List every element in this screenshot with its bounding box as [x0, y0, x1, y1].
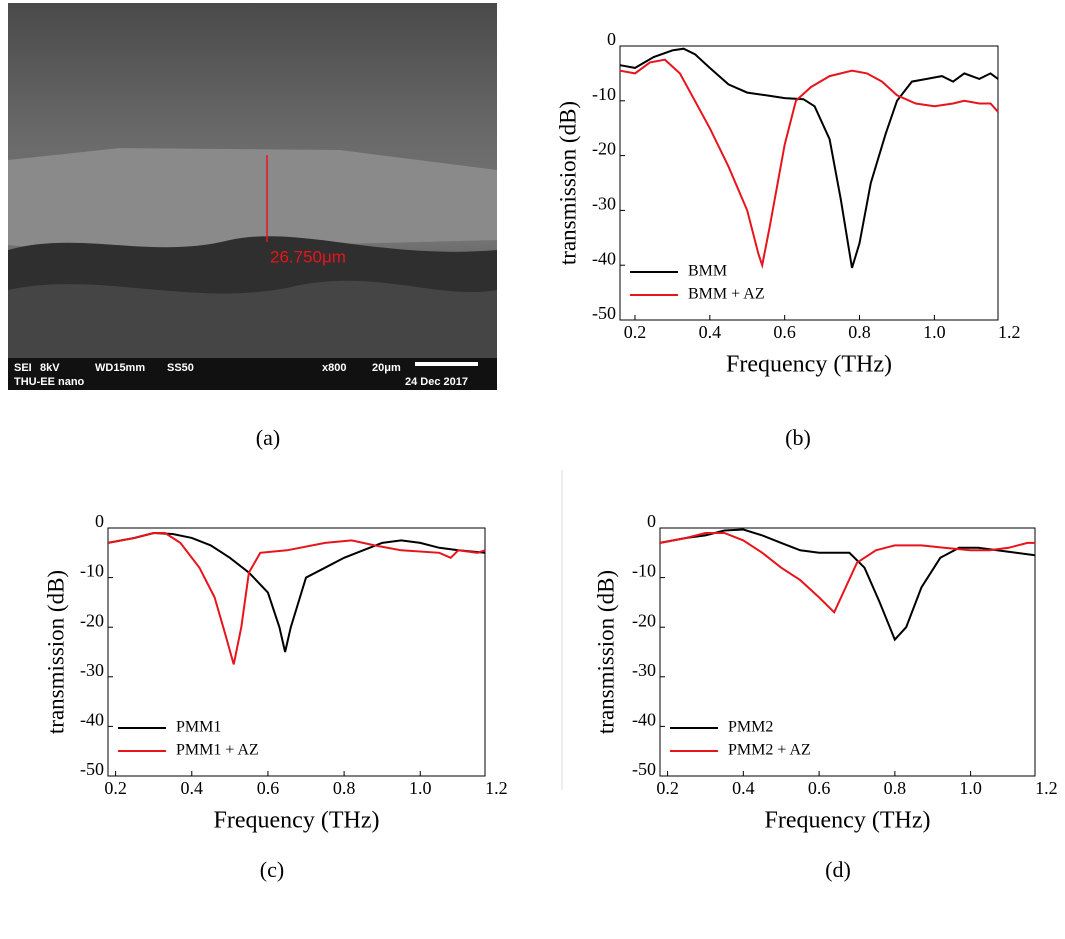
y-tick-label: -10 [80, 561, 104, 581]
y-tick-label: -20 [80, 610, 104, 630]
legend-label: PMM1 + AZ [176, 742, 259, 759]
plot-frame [619, 45, 999, 321]
line-series [107, 531, 486, 653]
sem-info: SS50 [167, 362, 194, 374]
sem-info: x800 [322, 362, 346, 374]
y-tick-label: -20 [592, 139, 616, 159]
x-tick-label: 0.2 [624, 322, 647, 342]
x-tick-label: 0.8 [884, 778, 907, 798]
x-axis-label: Frequency (THz) [726, 352, 892, 378]
y-tick-label: -30 [80, 660, 104, 680]
y-tick-label: -50 [592, 303, 616, 323]
y-tick-label: -40 [592, 248, 616, 268]
measure-label: 26.750μm [270, 247, 346, 266]
y-axis-label: transmission (dB) [593, 570, 618, 734]
x-tick-label: 1.0 [959, 778, 982, 798]
y-tick-label: -30 [632, 660, 656, 680]
x-axis-label: Frequency (THz) [765, 808, 931, 834]
y-tick-label: 0 [647, 511, 656, 531]
panel-caption: (c) [260, 857, 284, 882]
y-tick-label: -30 [592, 194, 616, 214]
y-tick-label: -20 [632, 610, 656, 630]
legend-label: PMM2 [728, 719, 773, 736]
line-series [107, 532, 486, 665]
y-tick-label: -10 [592, 84, 616, 104]
panel-caption: (d) [825, 857, 851, 882]
line-series [619, 58, 999, 270]
legend-label: BMM + AZ [688, 286, 765, 303]
y-tick-label: -10 [632, 561, 656, 581]
sem-info: SEI [14, 362, 32, 374]
y-tick-label: -50 [632, 759, 656, 779]
x-tick-label: 1.0 [409, 778, 432, 798]
sem-texture [8, 280, 497, 360]
y-tick-label: 0 [607, 29, 616, 49]
line-series [659, 532, 1035, 615]
x-axis-label: Frequency (THz) [214, 808, 380, 834]
panel-caption: (b) [785, 425, 811, 450]
x-tick-label: 0.2 [104, 778, 127, 798]
y-tick-label: -40 [80, 710, 104, 730]
plot-frame [107, 527, 486, 777]
sem-info: 24 Dec 2017 [405, 376, 468, 388]
chart: 0.2 0.4 0.6 0.8 1.0 1.2 0 -10 -20 -30 -40 -50 Freque… [43, 511, 507, 882]
chart: 0.2 0.4 0.6 0.8 1.0 1.2 0 -10 -20 -30 -40 -50 Freque… [555, 29, 1020, 450]
x-tick-label: 0.6 [257, 778, 280, 798]
line-series [619, 47, 999, 269]
plot-frame [659, 527, 1036, 777]
x-tick-label: 0.2 [656, 778, 679, 798]
sem-info: 8kV [40, 362, 60, 374]
x-tick-label: 0.4 [181, 778, 204, 798]
y-tick-label: -40 [632, 710, 656, 730]
sem-info: WD15mm [95, 362, 145, 374]
sem-info: THU-EE nano [14, 376, 85, 388]
legend-label: PMM1 [176, 719, 221, 736]
sem-image: 26.750μm SEI 8kV WD15mm SS50 x800 20μm T… [8, 3, 497, 390]
x-tick-label: 0.6 [808, 778, 831, 798]
y-axis-label: transmission (dB) [43, 570, 68, 734]
x-tick-label: 0.6 [773, 322, 796, 342]
x-tick-label: 0.8 [333, 778, 356, 798]
x-tick-label: 0.4 [699, 322, 722, 342]
sem-info: 20μm [372, 362, 401, 374]
line-series [659, 528, 1036, 642]
y-tick-label: 0 [95, 511, 104, 531]
panel-caption: (a) [256, 425, 280, 450]
x-tick-label: 1.2 [485, 778, 508, 798]
sem-film [8, 148, 497, 250]
x-tick-label: 0.4 [732, 778, 755, 798]
x-tick-label: 1.2 [1035, 778, 1058, 798]
legend-label: BMM [688, 263, 727, 280]
x-tick-label: 0.8 [848, 322, 871, 342]
chart: 0.2 0.4 0.6 0.8 1.0 1.2 0 -10 -20 -30 -40 -50 Freque… [593, 511, 1057, 882]
y-axis-label: transmission (dB) [555, 101, 580, 265]
x-tick-label: 1.2 [998, 322, 1021, 342]
legend-label: PMM2 + AZ [728, 742, 811, 759]
y-tick-label: -50 [80, 759, 104, 779]
x-tick-label: 1.0 [923, 322, 946, 342]
